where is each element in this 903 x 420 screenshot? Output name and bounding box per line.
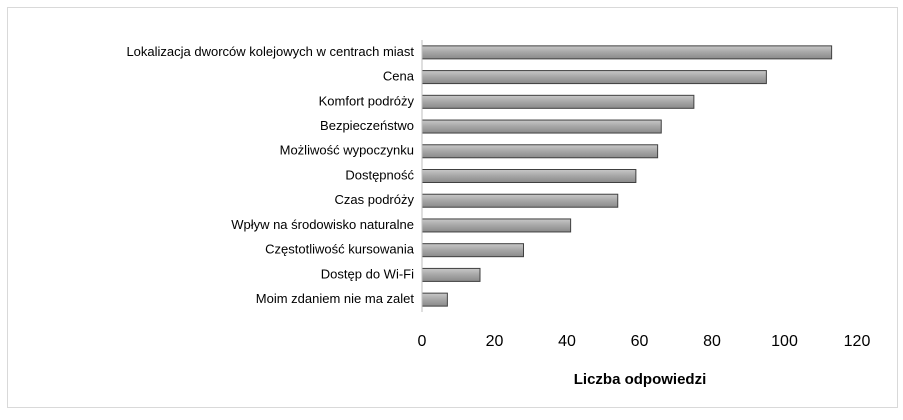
y-tick-label: Komfort podróży bbox=[319, 93, 415, 108]
bar bbox=[421, 267, 481, 282]
bar bbox=[421, 94, 695, 109]
x-tick-label: 120 bbox=[844, 333, 871, 350]
x-tick-label: 60 bbox=[631, 333, 649, 350]
y-tick-label: Częstotliwość kursowania bbox=[265, 242, 415, 257]
x-tick-label: 0 bbox=[418, 333, 427, 350]
y-tick-label: Wpływ na środowisko naturalne bbox=[231, 217, 414, 232]
bar bbox=[421, 119, 662, 134]
y-tick-label: Moim zdaniem nie ma zalet bbox=[256, 291, 415, 306]
y-tick-label: Dostępność bbox=[345, 167, 414, 182]
y-tick-label: Dostęp do Wi-Fi bbox=[321, 266, 414, 281]
x-tick-label: 80 bbox=[703, 333, 721, 350]
bar bbox=[421, 169, 637, 183]
bar bbox=[421, 70, 767, 85]
bar bbox=[421, 292, 448, 307]
bar bbox=[421, 243, 524, 258]
bar bbox=[421, 193, 619, 208]
y-tick-label: Cena bbox=[383, 69, 415, 84]
y-tick-label: Czas podróży bbox=[335, 192, 415, 207]
x-tick-label: 40 bbox=[558, 333, 576, 350]
y-tick-label: Możliwość wypoczynku bbox=[280, 143, 414, 158]
bar bbox=[421, 144, 659, 159]
x-tick-label: 20 bbox=[486, 333, 504, 350]
bar bbox=[421, 45, 833, 60]
x-tick-label: 100 bbox=[771, 333, 798, 350]
y-tick-label: Lokalizacja dworców kolejowych w centrac… bbox=[126, 44, 414, 59]
y-tick-label: Bezpieczeństwo bbox=[320, 118, 414, 133]
bar bbox=[421, 218, 572, 233]
x-axis-title: Liczba odpowiedzi bbox=[574, 371, 707, 388]
